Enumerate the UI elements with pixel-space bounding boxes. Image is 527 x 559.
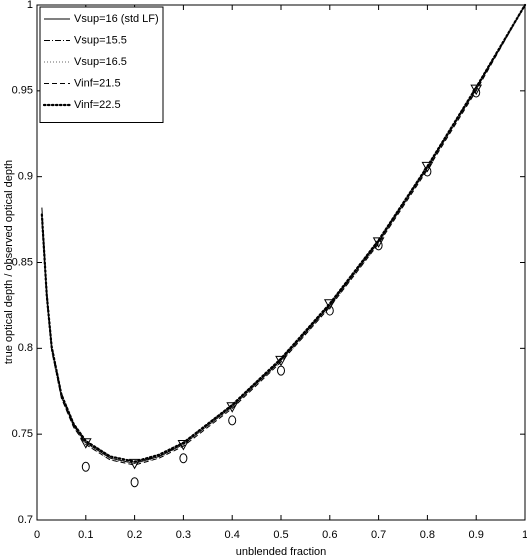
legend-box (39, 6, 164, 123)
legend-label: Vinf=21.5 (74, 77, 121, 89)
x-tick-label: 0 (34, 529, 40, 541)
legend-label: Vsup=16.5 (74, 56, 127, 68)
y-tick-label: 1 (27, 0, 33, 11)
y-tick-label: 0.95 (12, 85, 33, 97)
y-axis-label: true optical depth / observed optical de… (3, 160, 15, 364)
legend-label: Vinf=22.5 (74, 99, 121, 111)
x-tick-label: 0.6 (322, 529, 337, 541)
y-tick-label: 0.8 (18, 342, 33, 354)
legend-label: Vsup=15.5 (74, 34, 127, 46)
y-tick-label: 0.7 (18, 514, 33, 526)
x-tick-label: 0.4 (225, 529, 240, 541)
x-axis-label: unblended fraction (236, 546, 327, 558)
triangle-marker (128, 458, 141, 470)
triangle-marker (226, 402, 239, 413)
triangle-marker (177, 439, 190, 451)
circle-marker (81, 461, 90, 472)
y-tick-label: 0.85 (12, 256, 33, 268)
legend-label: Vsup=16 (std LF) (74, 13, 159, 25)
x-tick-label: 0.9 (469, 529, 484, 541)
triangle-marker (275, 355, 287, 367)
triangle-marker (323, 299, 336, 310)
y-tick-label: 0.75 (12, 428, 33, 440)
circle-marker (179, 453, 188, 464)
x-tick-label: 0.7 (371, 529, 386, 541)
x-tick-label: 0.3 (176, 529, 191, 541)
circle-marker (130, 477, 139, 488)
series-line (40, 3, 527, 463)
triangle-marker (421, 161, 434, 173)
circle-marker (423, 166, 432, 177)
circle-marker (374, 240, 383, 251)
circle-marker (325, 305, 334, 316)
x-tick-label: 1 (522, 529, 527, 541)
circle-marker (277, 365, 285, 376)
x-tick-label: 0.1 (78, 529, 93, 541)
triangle-marker (79, 438, 92, 449)
y-tick-label: 0.9 (18, 171, 33, 183)
x-tick-label: 0.5 (273, 529, 288, 541)
circle-marker (228, 415, 237, 426)
x-tick-label: 0.2 (127, 529, 142, 541)
x-tick-label: 0.8 (420, 529, 435, 541)
circle-marker (472, 87, 481, 98)
